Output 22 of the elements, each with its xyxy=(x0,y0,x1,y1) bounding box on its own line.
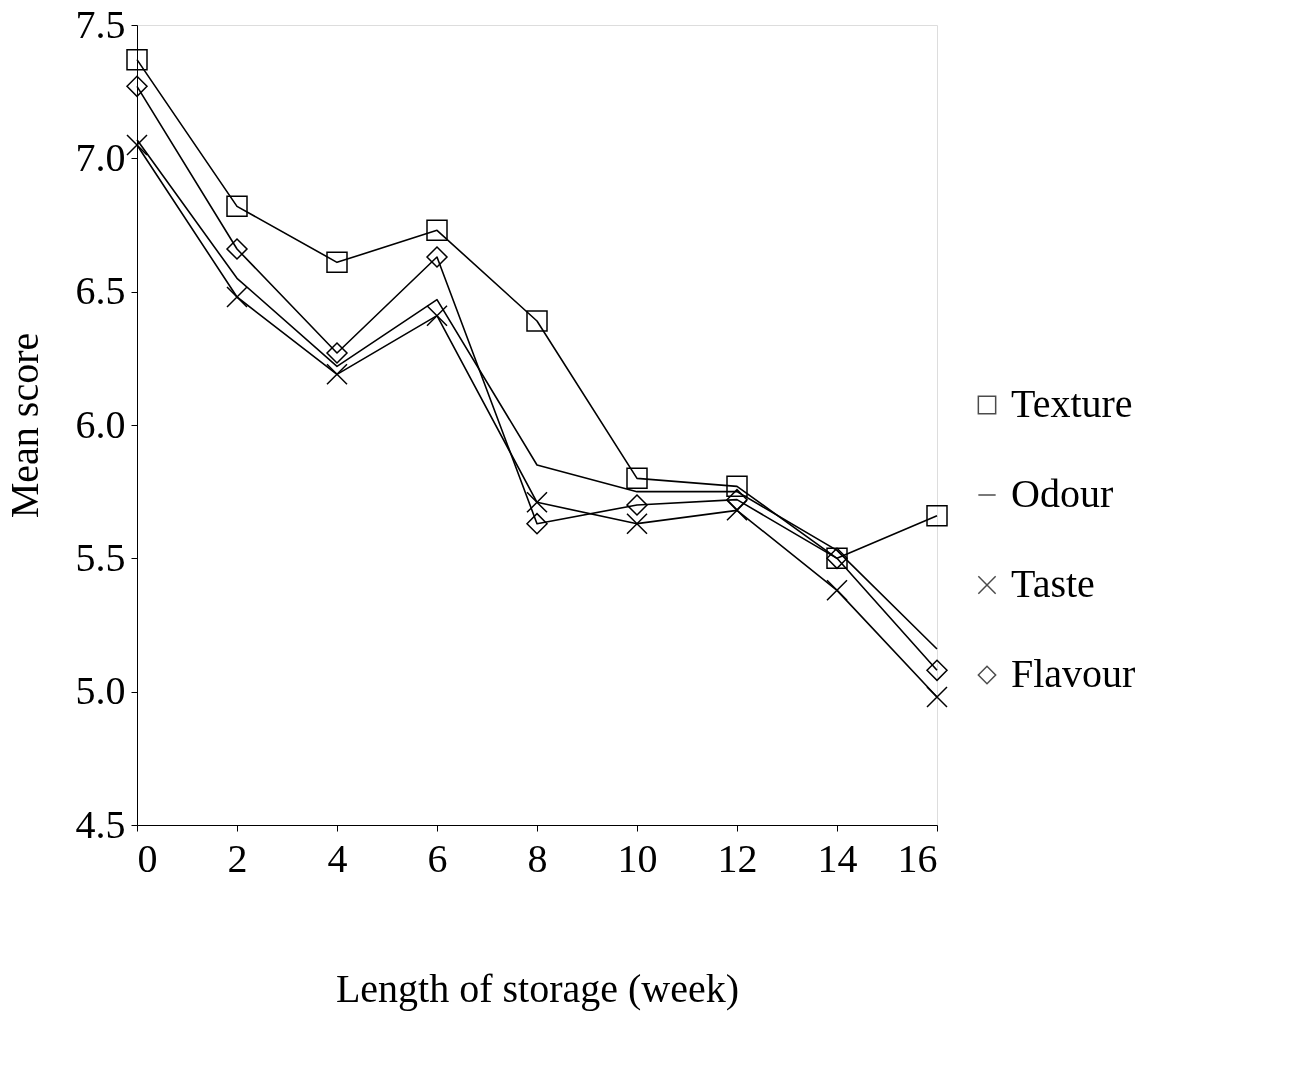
y-tick-label: 7.5 xyxy=(75,1,126,47)
x-tick-label: 16 xyxy=(897,835,938,881)
x-axis-title: Length of storage (week) xyxy=(335,965,740,1011)
x-tick-label: 10 xyxy=(617,835,658,881)
y-tick-label: 7.0 xyxy=(75,134,126,180)
legend-label: Odour xyxy=(1011,471,1114,516)
y-tick-label: 5.0 xyxy=(75,668,126,714)
y-tick-label: 4.5 xyxy=(75,801,126,847)
x-tick-label: 6 xyxy=(427,835,448,881)
x-tick-label: 8 xyxy=(527,835,548,881)
y-tick-label: 5.5 xyxy=(75,534,126,580)
x-tick-label: 14 xyxy=(817,835,858,881)
x-tick-label: 12 xyxy=(717,835,758,881)
y-tick-label: 6.0 xyxy=(75,401,126,447)
x-tick-label: 0 xyxy=(137,835,158,881)
legend-label: Texture xyxy=(1011,381,1133,426)
y-tick-label: 6.5 xyxy=(75,268,126,314)
legend-label: Taste xyxy=(1011,561,1095,606)
x-tick-label: 4 xyxy=(327,835,348,881)
y-axis-title: Mean score xyxy=(1,332,47,519)
x-tick-label: 2 xyxy=(227,835,248,881)
legend-label: Flavour xyxy=(1011,651,1136,696)
